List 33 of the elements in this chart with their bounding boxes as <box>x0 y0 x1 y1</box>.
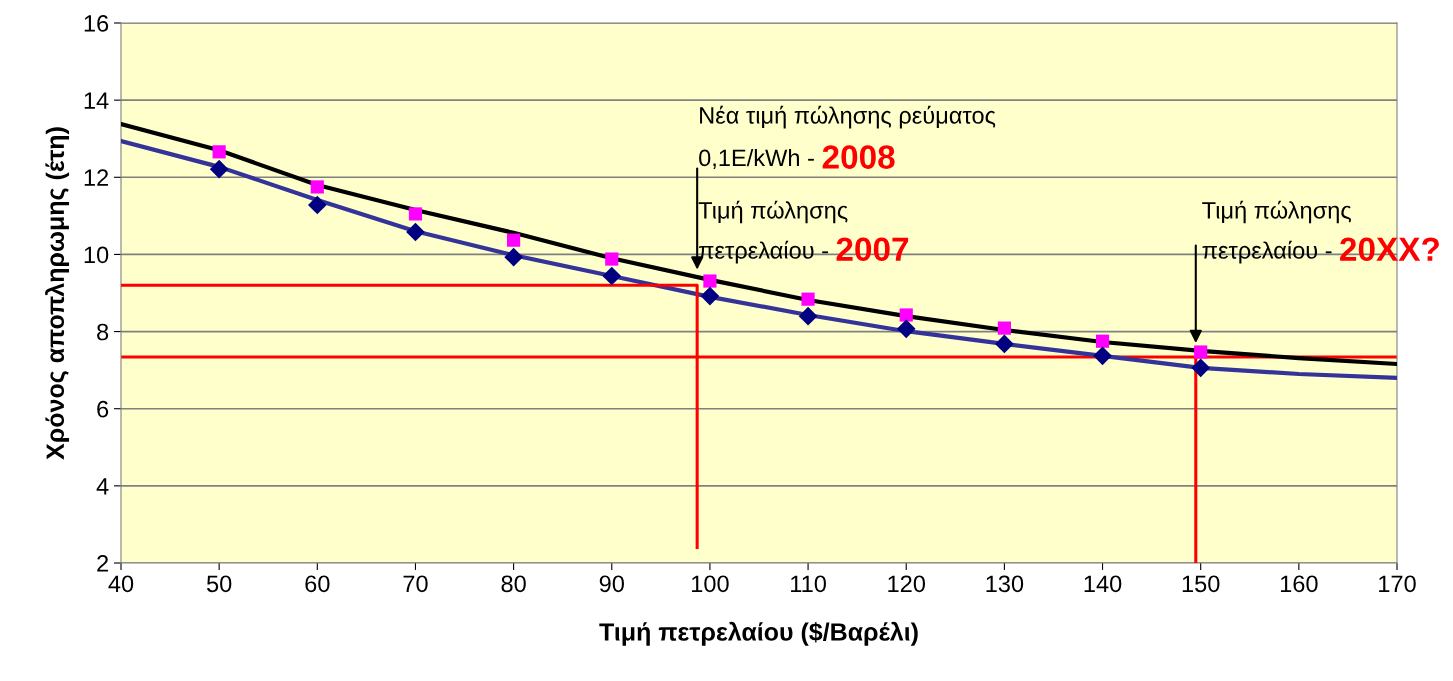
annotation: Νέα τιμή πώλησης ρεύματος <box>700 105 996 129</box>
annotation: πετρελαίου - <box>699 240 829 264</box>
x-tick-label: 50 <box>206 575 232 593</box>
annotation: 0,1E/kWh - <box>699 148 814 170</box>
y-tick-label: 4 <box>96 478 109 495</box>
annotation: Τιμή πώλησης <box>698 200 848 224</box>
x-tick-label: 170 <box>1379 575 1416 593</box>
x-axis-title: Τιμή πετρελαίου ($/Βαρέλι) <box>599 621 918 646</box>
x-tick-label: 100 <box>692 575 729 593</box>
x-tick-label: 60 <box>305 575 330 593</box>
annotation: 2007 <box>836 237 909 262</box>
y-tick-label: 14 <box>84 92 109 109</box>
annotation: Τιμή πώλησης <box>1202 200 1351 224</box>
x-tick-label: 160 <box>1280 575 1318 593</box>
x-tick-label: 40 <box>108 575 134 593</box>
x-tick-label: 150 <box>1182 575 1220 593</box>
y-tick-label: 6 <box>97 400 109 418</box>
y-tick-label: 10 <box>84 246 109 264</box>
x-tick-label: 120 <box>888 575 926 593</box>
annotation: πετρελαίου - <box>1202 240 1332 264</box>
x-tick-label: 80 <box>501 575 526 593</box>
x-tick-label: 130 <box>986 575 1024 593</box>
y-axis-title: Χρόνος αποπληρωμης (έτη) <box>45 127 70 460</box>
y-tick-label: 8 <box>97 323 109 341</box>
x-tick-label: 140 <box>1084 575 1122 593</box>
x-tick-label: 70 <box>403 575 428 593</box>
x-tick-label: 90 <box>599 575 624 593</box>
y-tick-label: 2 <box>97 555 109 572</box>
x-tick-label: 110 <box>791 575 826 593</box>
annotation: 20XX? <box>1340 237 1439 262</box>
y-tick-label: 12 <box>84 169 109 186</box>
y-tick-label: 16 <box>84 15 109 32</box>
annotation: 2008 <box>822 145 895 169</box>
